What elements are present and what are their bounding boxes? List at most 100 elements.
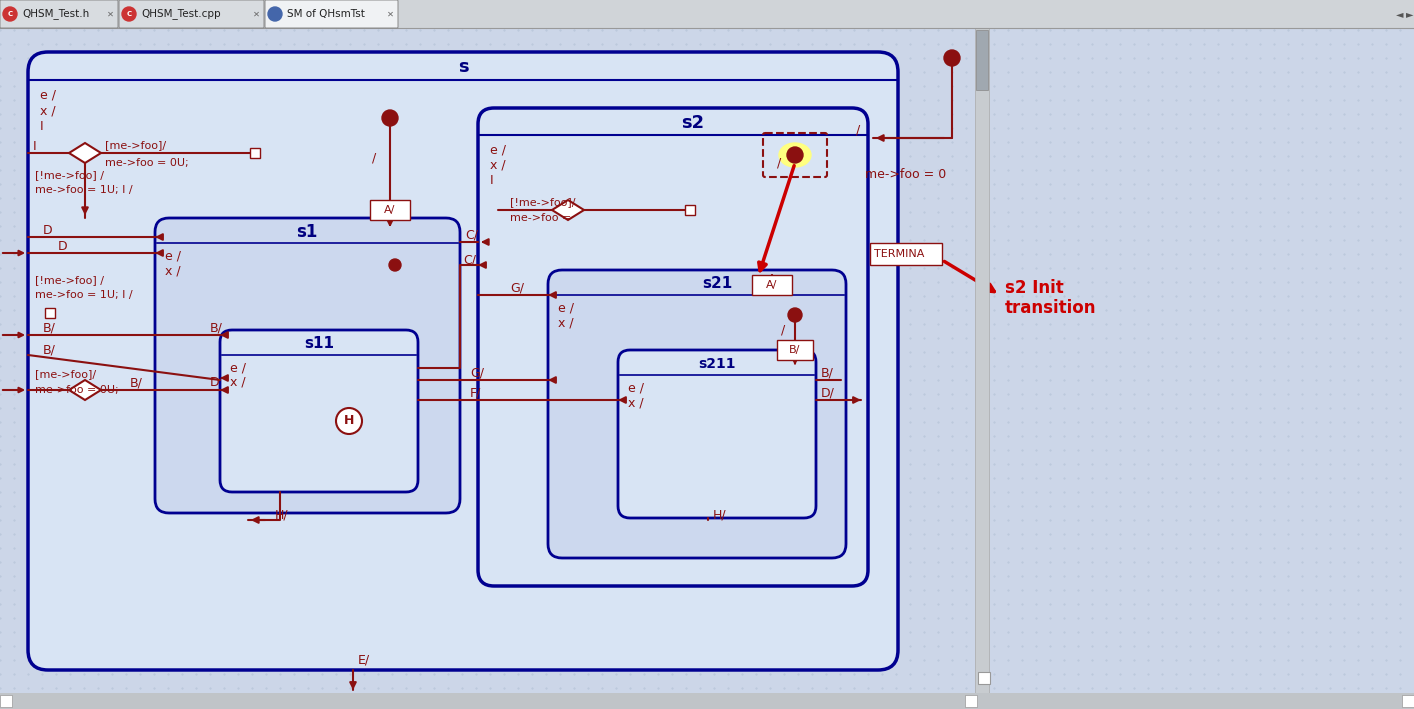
- Text: B/: B/: [822, 367, 834, 379]
- Circle shape: [337, 408, 362, 434]
- Text: e /: e /: [230, 362, 246, 374]
- Text: e /: e /: [491, 143, 506, 157]
- FancyBboxPatch shape: [119, 0, 264, 28]
- Text: B/: B/: [130, 376, 143, 389]
- Bar: [0, 693, 1414, 709]
- Text: B/: B/: [42, 343, 57, 357]
- Circle shape: [269, 7, 281, 21]
- Bar: [778, 340, 813, 360]
- Text: s: s: [458, 58, 468, 76]
- Text: /: /: [781, 323, 785, 337]
- Text: ✕: ✕: [253, 9, 260, 18]
- Bar: [684, 205, 696, 215]
- Text: s11: s11: [304, 337, 334, 352]
- Bar: [250, 148, 260, 158]
- Text: x /: x /: [165, 264, 181, 277]
- Text: H: H: [344, 415, 354, 428]
- Text: I: I: [33, 140, 37, 152]
- Text: C/: C/: [462, 254, 477, 267]
- Polygon shape: [551, 200, 584, 220]
- Text: C: C: [7, 11, 13, 17]
- FancyBboxPatch shape: [221, 330, 419, 492]
- Bar: [870, 243, 942, 265]
- Text: x /: x /: [559, 316, 574, 330]
- Text: e /: e /: [165, 250, 181, 262]
- FancyBboxPatch shape: [264, 0, 397, 28]
- FancyBboxPatch shape: [549, 270, 846, 558]
- Text: /: /: [855, 123, 860, 137]
- Text: ✕: ✕: [106, 9, 113, 18]
- Text: x /: x /: [491, 159, 506, 172]
- Circle shape: [382, 110, 397, 126]
- Text: me->foo = 0U;: me->foo = 0U;: [105, 158, 188, 168]
- Text: QHSM_Test.cpp: QHSM_Test.cpp: [141, 9, 221, 19]
- Bar: [976, 30, 988, 90]
- Text: H/: H/: [713, 508, 727, 522]
- Text: e /: e /: [559, 301, 574, 315]
- Text: [!me->foo] /: [!me->foo] /: [35, 275, 105, 285]
- Text: B/: B/: [42, 321, 57, 335]
- Text: G/: G/: [469, 367, 484, 379]
- FancyBboxPatch shape: [156, 218, 460, 513]
- Text: [me->foo]/: [me->foo]/: [105, 140, 165, 150]
- Text: x /: x /: [628, 396, 643, 410]
- Text: F/: F/: [469, 386, 481, 399]
- Text: s2: s2: [682, 114, 704, 132]
- Text: [!me->foo]/: [!me->foo]/: [510, 197, 575, 207]
- Bar: [1403, 695, 1414, 707]
- Ellipse shape: [779, 143, 812, 167]
- Text: s21: s21: [701, 277, 732, 291]
- Text: me->foo = 1U; I /: me->foo = 1U; I /: [35, 290, 133, 300]
- Text: [!me->foo] /: [!me->foo] /: [35, 170, 105, 180]
- Text: D: D: [211, 376, 219, 389]
- Text: G/: G/: [510, 281, 525, 294]
- Circle shape: [122, 7, 136, 21]
- Text: me->foo =: me->foo =: [510, 213, 571, 223]
- Bar: [752, 275, 792, 295]
- Bar: [0, 0, 1414, 28]
- FancyBboxPatch shape: [0, 0, 117, 28]
- Text: /: /: [778, 157, 782, 169]
- Text: C: C: [126, 11, 132, 17]
- Bar: [978, 672, 990, 684]
- Text: e /: e /: [628, 381, 643, 394]
- Text: QHSM_Test.h: QHSM_Test.h: [23, 9, 89, 19]
- Text: TERMINA: TERMINA: [874, 249, 925, 259]
- Text: [me->foo]/: [me->foo]/: [35, 369, 96, 379]
- Text: s211: s211: [699, 357, 735, 371]
- Bar: [45, 308, 55, 318]
- Bar: [976, 28, 988, 709]
- Circle shape: [389, 259, 402, 271]
- Circle shape: [788, 308, 802, 322]
- Polygon shape: [69, 143, 100, 163]
- Text: /: /: [372, 152, 376, 164]
- Text: B/: B/: [789, 345, 800, 355]
- FancyBboxPatch shape: [618, 350, 816, 518]
- Bar: [370, 200, 410, 220]
- Text: transition: transition: [1005, 299, 1096, 317]
- Text: s2 Init: s2 Init: [1005, 279, 1063, 297]
- Text: ◄: ◄: [1396, 9, 1404, 19]
- Text: s1: s1: [297, 223, 318, 241]
- Text: SM of QHsmTst: SM of QHsmTst: [287, 9, 365, 19]
- Text: x /: x /: [230, 376, 246, 389]
- Text: I: I: [40, 121, 44, 133]
- Circle shape: [945, 50, 960, 66]
- Circle shape: [788, 147, 803, 163]
- Text: E/: E/: [358, 654, 370, 666]
- Text: e /: e /: [40, 89, 57, 101]
- Text: H/: H/: [274, 508, 288, 522]
- Text: D: D: [58, 240, 68, 252]
- Text: C/: C/: [465, 228, 478, 242]
- Text: A/: A/: [766, 280, 778, 290]
- Circle shape: [3, 7, 17, 21]
- Text: D: D: [42, 223, 52, 237]
- Text: ►: ►: [1407, 9, 1414, 19]
- Text: me->foo = 0U;: me->foo = 0U;: [35, 385, 119, 395]
- Bar: [964, 695, 977, 707]
- Text: ✕: ✕: [386, 9, 393, 18]
- Text: me->foo = 0: me->foo = 0: [865, 169, 946, 182]
- Text: D/: D/: [822, 386, 834, 399]
- Text: x /: x /: [40, 104, 55, 118]
- Text: me->foo = 1U; I /: me->foo = 1U; I /: [35, 185, 133, 195]
